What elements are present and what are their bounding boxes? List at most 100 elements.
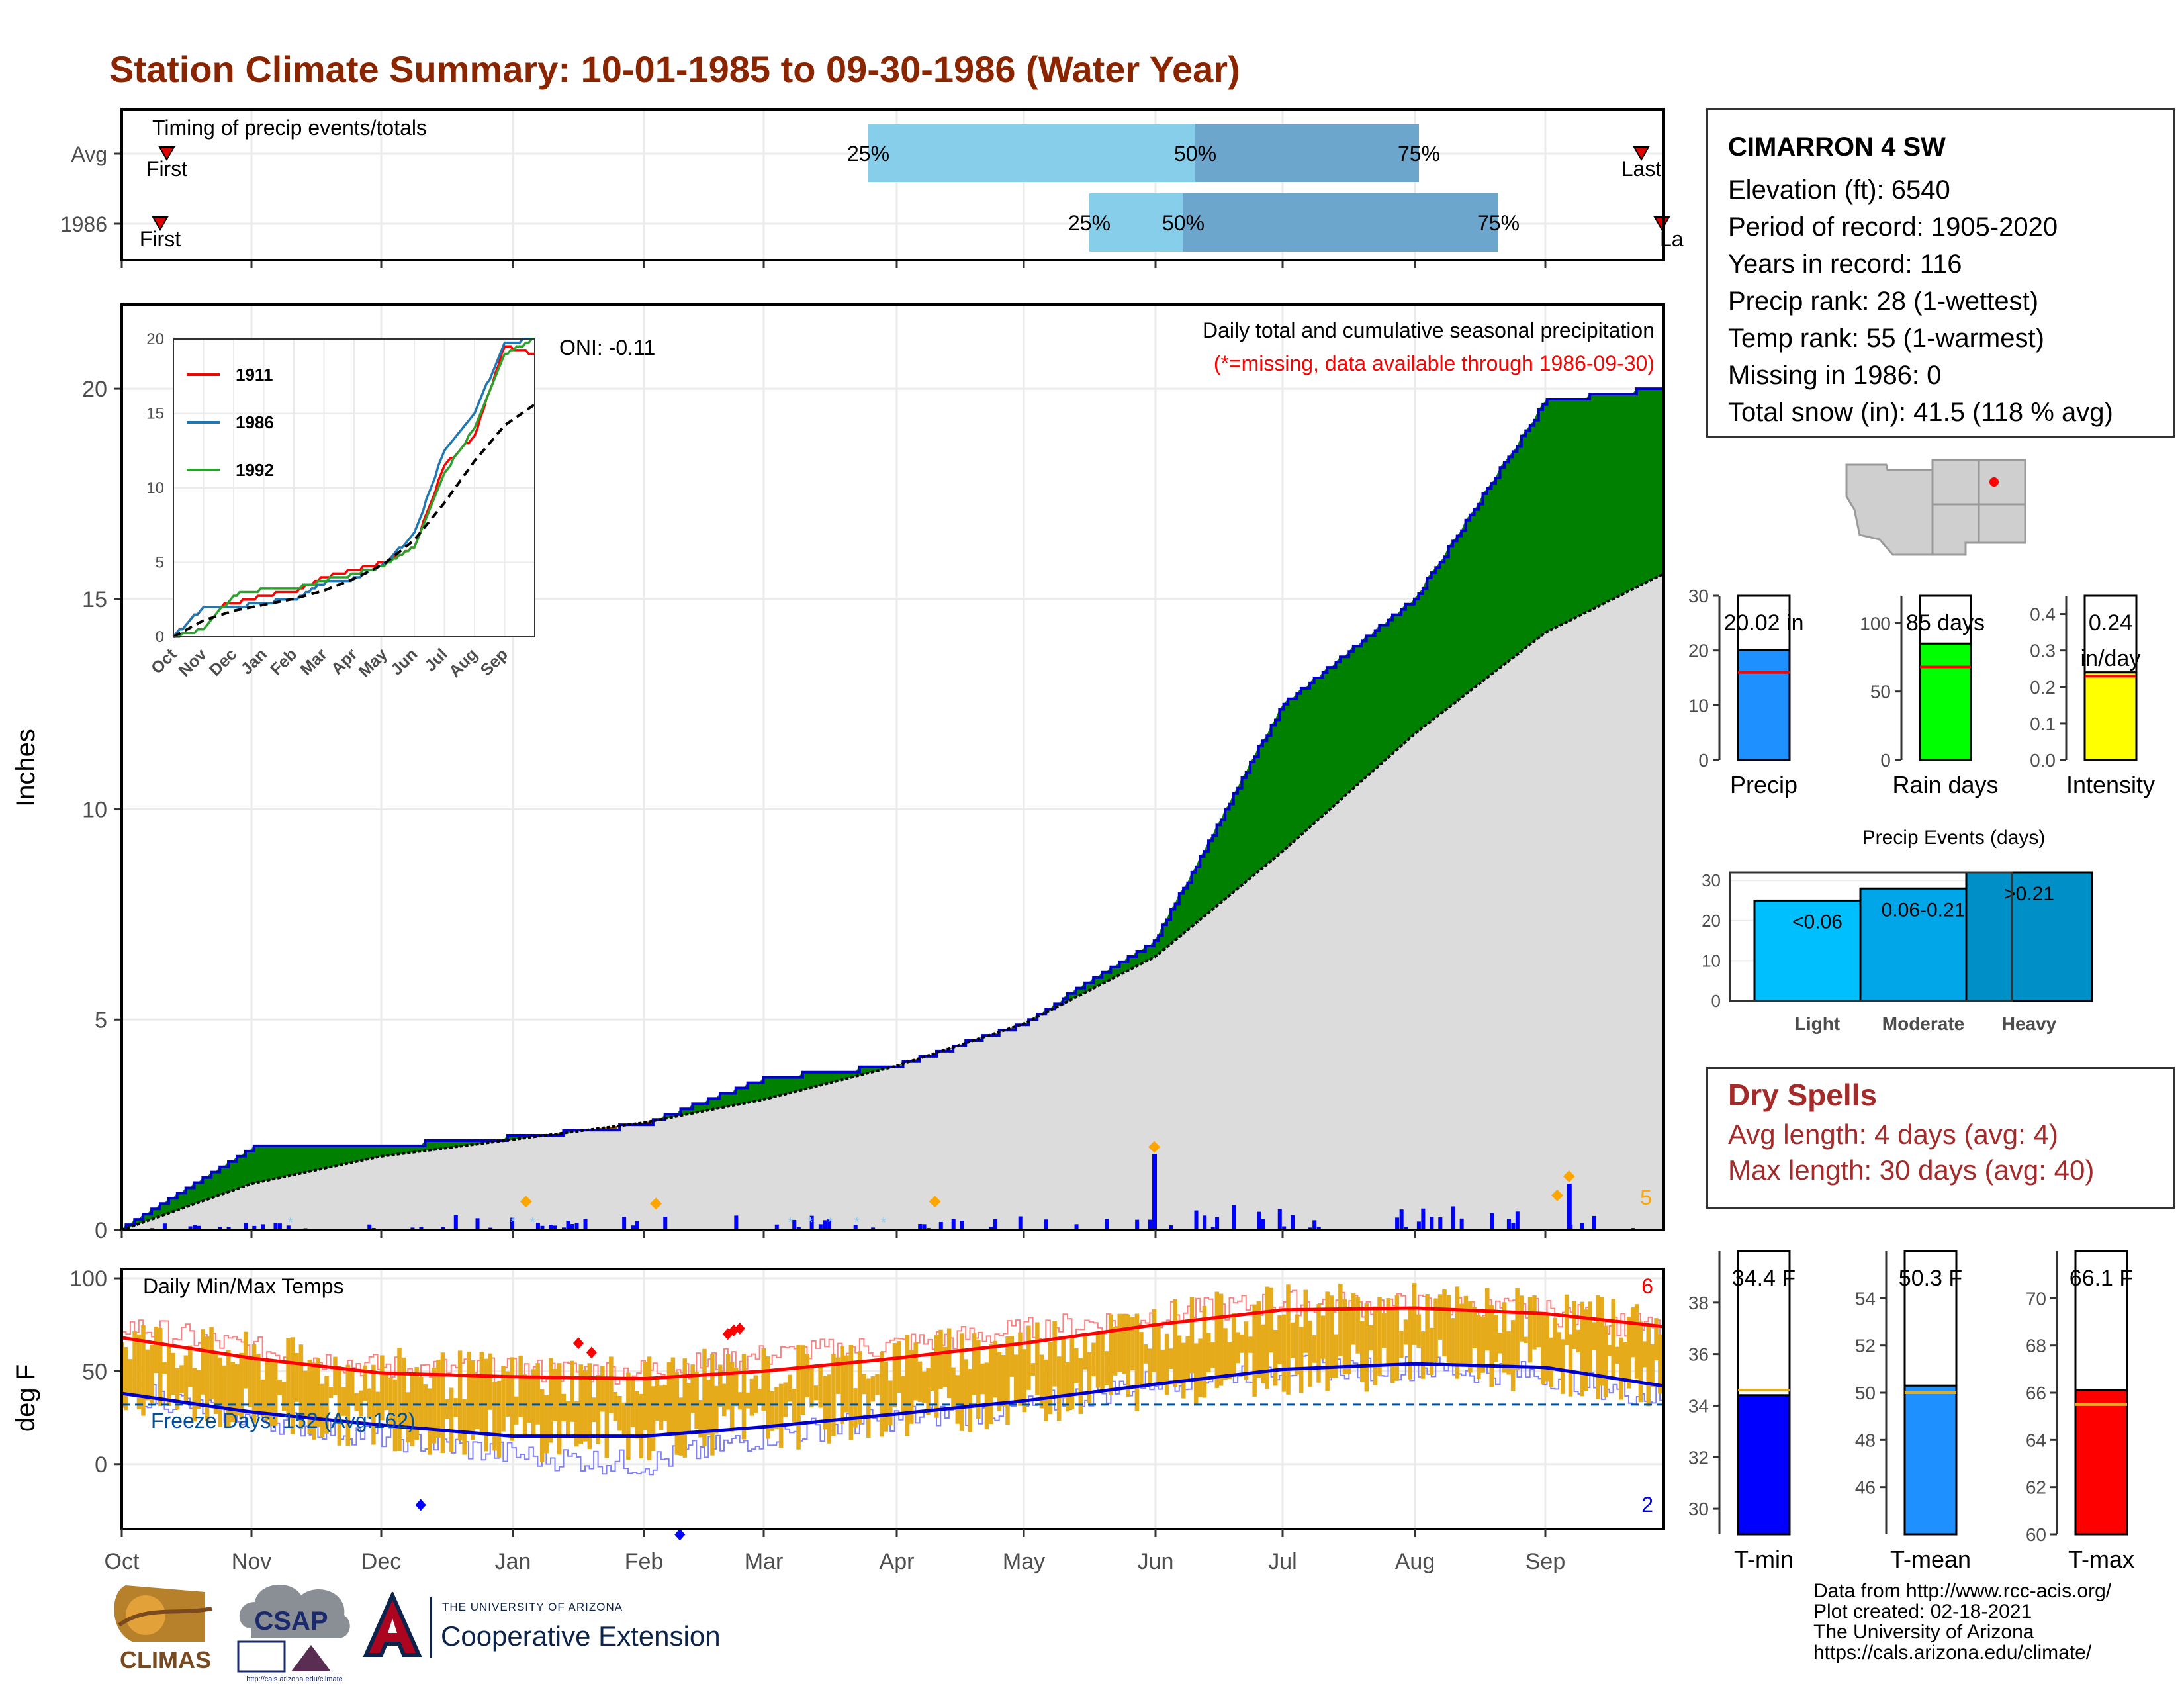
- above-average-area: [300, 1145, 306, 1174]
- daily-temp-bar: [397, 1348, 402, 1452]
- y-tick-label: 66: [2026, 1383, 2046, 1403]
- daily-precip-bar: [809, 1215, 814, 1230]
- daily-temp-bar: [1451, 1318, 1455, 1364]
- daily-temp-bar: [884, 1361, 888, 1432]
- station-info-line: Temp rank: 55 (1-warmest): [1728, 324, 2044, 353]
- inset-y-tick: 5: [156, 554, 164, 572]
- daily-temp-bar: [1615, 1346, 1619, 1364]
- daily-temp-bar: [862, 1374, 866, 1395]
- above-average-area: [1357, 640, 1363, 785]
- daily-temp-bar: [813, 1385, 819, 1401]
- daily-temp-bar: [1477, 1315, 1481, 1380]
- above-average-area: [1617, 393, 1621, 598]
- snow-marker: *: [854, 1214, 860, 1231]
- above-average-area: [755, 1082, 760, 1102]
- above-average-area: [1648, 388, 1653, 582]
- above-average-area: [1461, 520, 1466, 698]
- daily-precip-bar: [570, 1224, 575, 1230]
- daily-temp-bar: [1630, 1307, 1635, 1358]
- daily-temp-bar: [922, 1371, 927, 1403]
- daily-temp-bar: [166, 1345, 171, 1407]
- inset-series-line: [172, 338, 535, 638]
- daily-temp-bar: [831, 1354, 836, 1436]
- footer: Data from http://www.rcc-acis.org/ Plot …: [1813, 1581, 2111, 1663]
- above-average-area: [1353, 646, 1358, 789]
- daily-precip-bar: [1044, 1219, 1048, 1230]
- daily-temp-bar: [188, 1345, 193, 1387]
- daily-temp-bar: [1290, 1322, 1295, 1358]
- daily-temp-bar: [222, 1365, 227, 1407]
- above-average-area: [1529, 419, 1535, 645]
- daily-temp-bar: [1078, 1358, 1083, 1414]
- inset-legend-label: 1986: [236, 412, 274, 432]
- daily-temp-bar: [1623, 1342, 1627, 1381]
- snow-marker: *: [510, 1214, 516, 1231]
- above-average-area: [727, 1093, 733, 1107]
- daily-precip-bar: [535, 1223, 540, 1230]
- daily-precip-bar: [475, 1218, 480, 1230]
- daily-temp-bar: [239, 1352, 244, 1420]
- daily-temp-bar: [243, 1331, 248, 1389]
- above-average-area: [1283, 698, 1289, 851]
- daily-temp-bar: [1553, 1317, 1557, 1368]
- footer-line: Plot created: 02-18-2021: [1813, 1601, 2032, 1622]
- daily-temp-bar: [1429, 1327, 1434, 1375]
- x-tick-label: Feb: [625, 1549, 664, 1574]
- daily-precip-bar: [188, 1226, 193, 1230]
- timing-row-label: Avg: [71, 142, 107, 166]
- above-average-area: [334, 1145, 340, 1166]
- daily-temp-bar: [714, 1385, 719, 1434]
- daily-temp-bar: [286, 1338, 291, 1419]
- last-marker-avg: [1633, 146, 1650, 161]
- y-tick-label: 0.4: [2030, 604, 2056, 625]
- daily-temp-bar: [686, 1383, 691, 1432]
- y-tick-label: 54: [1855, 1288, 1876, 1309]
- above-average-area: [266, 1145, 271, 1181]
- inset-border: [173, 338, 535, 637]
- daily-temp-bar: [154, 1326, 159, 1374]
- above-average-area: [292, 1145, 297, 1176]
- daily-temp-bar: [968, 1369, 972, 1432]
- daily-temp-bar: [1342, 1299, 1347, 1375]
- daily-temp-bar: [363, 1365, 367, 1402]
- snow-marker: *: [827, 1214, 833, 1231]
- daily-temp-bar: [514, 1396, 519, 1425]
- intensity-summary-box: [2083, 594, 2138, 674]
- heavy-event-marker: [1148, 1141, 1161, 1153]
- above-average-area: [1640, 388, 1645, 586]
- above-average-area: [1292, 692, 1297, 843]
- daily-precip-bar: [226, 1227, 231, 1230]
- daily-precip-bar: [1312, 1220, 1317, 1230]
- above-average-area: [1410, 598, 1415, 739]
- y-tick-label: 15: [82, 587, 107, 612]
- daily-temp-bar: [718, 1364, 723, 1407]
- record-high-marker: [734, 1322, 745, 1335]
- daily-temp-bar: [201, 1329, 205, 1395]
- above-average-area: [1551, 399, 1555, 630]
- daily-precip-bar: [193, 1225, 197, 1230]
- daily-temp-bar: [1493, 1315, 1498, 1362]
- above-average-area: [1586, 393, 1590, 613]
- daily-temp-bar: [1549, 1337, 1553, 1387]
- above-average-area: [1589, 393, 1594, 611]
- daily-temp-bar: [527, 1375, 531, 1423]
- y-tick-label: 64: [2026, 1430, 2046, 1450]
- above-average-area: [1593, 393, 1598, 609]
- above-average-area: [309, 1145, 314, 1172]
- daily-precip-bar: [1018, 1216, 1023, 1230]
- daily-temp-bar: [1091, 1342, 1096, 1377]
- daily-temp-bar: [281, 1382, 287, 1411]
- daily-temp-bar: [905, 1335, 910, 1436]
- above-average-area: [1504, 456, 1509, 665]
- daily-temp-bar: [761, 1348, 766, 1411]
- daily-temp-bar: [870, 1376, 876, 1402]
- daily-temp-bar: [367, 1388, 372, 1419]
- tmin-summary-value: 34.4 F: [1732, 1266, 1796, 1291]
- above-average-area: [1287, 698, 1293, 847]
- daily-temp-bar: [1584, 1309, 1588, 1391]
- above-average-area: [1558, 399, 1563, 627]
- daily-temp-bar: [492, 1382, 497, 1451]
- daily-temp-bar: [260, 1379, 265, 1417]
- precip-summary-bar: [1737, 649, 1791, 761]
- dry-spells-title: Dry Spells: [1728, 1078, 1877, 1112]
